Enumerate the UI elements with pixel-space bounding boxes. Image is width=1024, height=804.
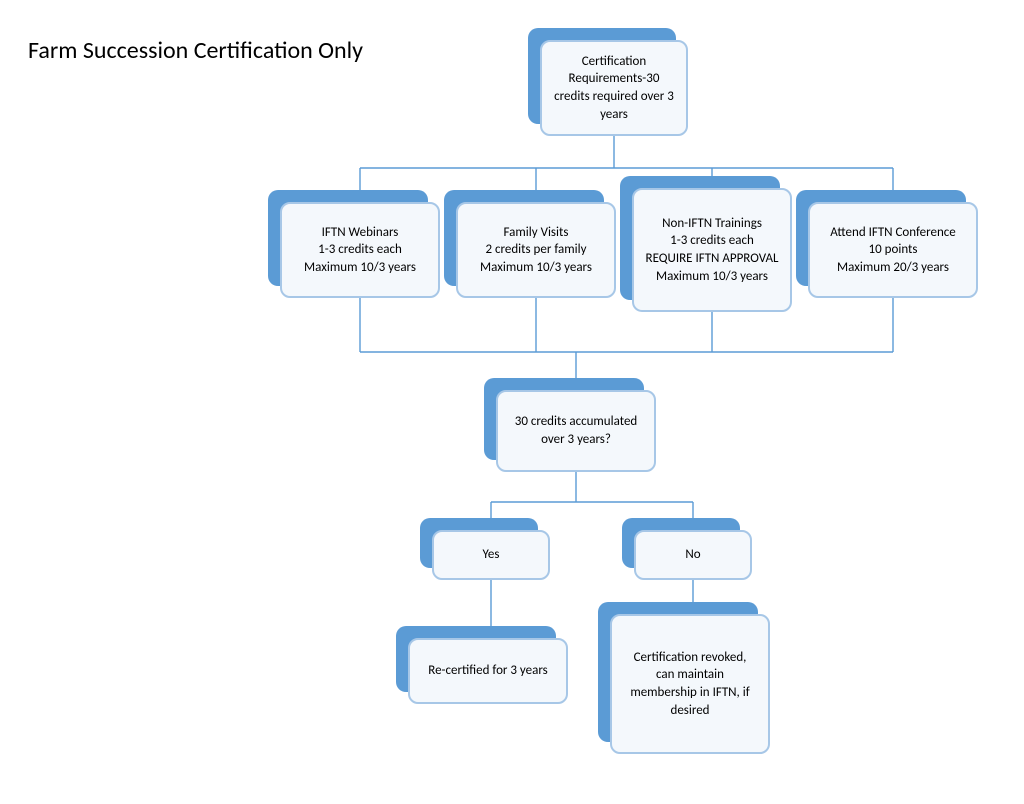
node-text-line: Certification — [582, 53, 646, 71]
node-text-line: desired — [670, 702, 709, 720]
node-revoked: Certification revoked,can maintainmember… — [598, 602, 770, 754]
node-decision: 30 credits accumulatedover 3 years? — [484, 378, 656, 472]
node-text-line: Maximum 10/3 years — [480, 259, 592, 277]
node-text-line: Maximum 10/3 years — [304, 259, 416, 277]
node-text-line: Non-IFTN Trainings — [662, 215, 762, 233]
node-box: Non-IFTN Trainings1-3 credits eachREQUIR… — [632, 188, 792, 312]
node-text-line: Family Visits — [504, 224, 569, 242]
node-text-line: 1-3 credits each — [318, 241, 402, 259]
node-family: Family Visits2 credits per familyMaximum… — [444, 190, 616, 298]
node-text-line: IFTN Webinars — [322, 224, 399, 242]
node-text-line: Maximum 20/3 years — [837, 259, 949, 277]
node-yes: Yes — [420, 518, 550, 580]
node-box: Certification revoked,can maintainmember… — [610, 614, 770, 754]
node-box: No — [634, 530, 752, 580]
node-box: 30 credits accumulatedover 3 years? — [496, 390, 656, 472]
node-text-line: 1-3 credits each — [670, 232, 754, 250]
node-text-line: No — [685, 546, 700, 564]
node-recert: Re-certified for 3 years — [396, 626, 568, 704]
node-root: CertificationRequirements-30credits requ… — [528, 28, 688, 136]
node-text-line: 30 credits accumulated — [515, 413, 638, 431]
node-text-line: credits required over 3 — [554, 88, 674, 106]
node-text-line: REQUIRE IFTN APPROVAL — [646, 250, 779, 268]
node-box: IFTN Webinars1-3 credits eachMaximum 10/… — [280, 202, 440, 298]
title-text: Farm Succession Certification Only — [28, 36, 363, 65]
node-no: No — [622, 518, 752, 580]
node-text-line: 2 credits per family — [486, 241, 587, 259]
node-text-line: Requirements-30 — [569, 70, 660, 88]
node-box: Family Visits2 credits per familyMaximum… — [456, 202, 616, 298]
node-box: CertificationRequirements-30credits requ… — [540, 40, 688, 136]
node-text-line: over 3 years? — [541, 431, 611, 449]
node-conference: Attend IFTN Conference10 pointsMaximum 2… — [796, 190, 978, 298]
page-title: Farm Succession Certification Only — [28, 36, 363, 65]
node-text-line: can maintain — [656, 666, 724, 684]
node-box: Re-certified for 3 years — [408, 638, 568, 704]
node-box: Attend IFTN Conference10 pointsMaximum 2… — [808, 202, 978, 298]
node-box: Yes — [432, 530, 550, 580]
node-text-line: Yes — [483, 546, 500, 564]
node-webinars: IFTN Webinars1-3 credits eachMaximum 10/… — [268, 190, 440, 298]
node-text-line: Attend IFTN Conference — [830, 224, 956, 242]
node-text-line: Maximum 10/3 years — [656, 268, 768, 286]
node-text-line: 10 points — [869, 241, 918, 259]
node-text-line: membership in IFTN, if — [630, 684, 749, 702]
node-text-line: Certification revoked, — [634, 649, 747, 667]
node-text-line: years — [600, 106, 628, 124]
node-noniftn: Non-IFTN Trainings1-3 credits eachREQUIR… — [620, 176, 792, 312]
node-text-line: Re-certified for 3 years — [428, 662, 548, 680]
